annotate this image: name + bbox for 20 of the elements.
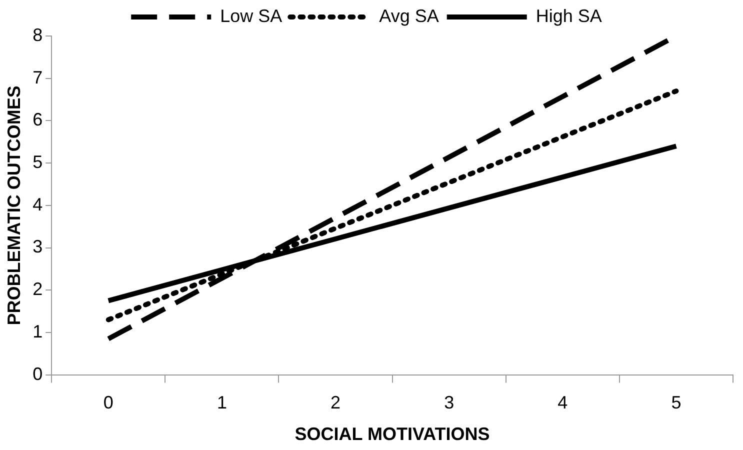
legend-label: Low SA xyxy=(220,6,282,26)
y-tick-label: 1 xyxy=(32,321,43,342)
y-tick-label: 3 xyxy=(32,236,43,257)
y-tick-label: 4 xyxy=(32,194,43,214)
x-axis-title: SOCIAL MOTIVATIONS xyxy=(294,424,490,444)
y-tick-label: 7 xyxy=(32,67,43,88)
legend-label: Avg SA xyxy=(379,6,439,26)
y-tick-label: 0 xyxy=(32,364,43,384)
x-tick-label: 0 xyxy=(103,392,114,413)
y-axis-title: PROBLEMATIC OUTCOMES xyxy=(4,86,24,326)
y-tick-label: 6 xyxy=(32,110,43,130)
y-tick-label: 8 xyxy=(32,24,43,45)
x-tick-label: 5 xyxy=(671,392,682,413)
legend-label: High SA xyxy=(536,6,602,26)
x-tick-label: 2 xyxy=(330,392,341,413)
x-tick-label: 3 xyxy=(444,392,454,413)
x-tick-label: 4 xyxy=(558,392,568,413)
y-tick-label: 5 xyxy=(32,152,43,172)
y-tick-label: 2 xyxy=(32,279,43,300)
x-tick-label: 1 xyxy=(216,392,227,413)
